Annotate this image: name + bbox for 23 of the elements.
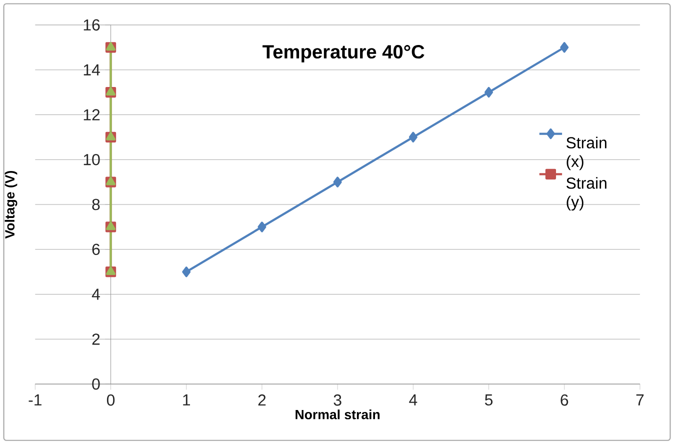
x-axis-title: Normal strain (296, 409, 380, 420)
y-tick-label: 10 (84, 154, 100, 166)
y-tick-label: 12 (84, 109, 100, 120)
legend-label: Strain (y) (566, 177, 606, 210)
x-tick-label: 0 (106, 394, 115, 406)
x-tick-label: 3 (334, 394, 342, 406)
x-tick-label: 7 (636, 394, 644, 406)
y-tick-label: 2 (92, 334, 100, 345)
text: Temperature 40°C (262, 44, 424, 62)
x-tick-label: 1 (183, 394, 190, 406)
x-tick-label: -1 (28, 394, 42, 406)
y-tick-label: 14 (84, 64, 100, 76)
x-tick-label: 4 (409, 394, 418, 406)
y-tick-label: 6 (92, 244, 100, 255)
legend-label: Strain (x) (566, 136, 606, 170)
y-tick-label: 8 (92, 198, 100, 210)
y-axis-title: Voltage (V) (4, 170, 18, 239)
x-tick-label: 2 (258, 394, 266, 406)
y-tick-label: 16 (84, 19, 100, 30)
y-tick-label: 4 (92, 288, 100, 300)
x-tick-label: 5 (484, 394, 493, 406)
x-tick-label: 6 (560, 394, 568, 406)
y-tick-label: 0 (92, 378, 100, 390)
